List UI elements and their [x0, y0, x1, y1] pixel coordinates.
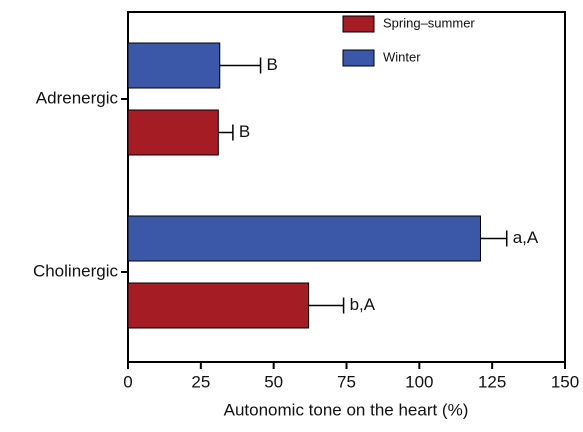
x-tick-label: 50	[264, 372, 283, 391]
annotation: b,A	[350, 295, 376, 314]
bar	[127, 282, 310, 329]
legend-label: Spring–summer	[383, 15, 475, 30]
legend-swatch	[342, 15, 375, 33]
error-bar	[480, 230, 508, 247]
x-tick-label: 25	[191, 372, 210, 391]
annotation: B	[267, 55, 278, 74]
legend-swatch	[342, 49, 375, 67]
y-tick-label: Adrenergic	[36, 88, 119, 107]
error-bar	[218, 124, 234, 141]
legend-label: Winter	[383, 49, 421, 64]
bar	[127, 42, 221, 89]
annotation: a,A	[513, 228, 539, 247]
x-tick-label: 125	[478, 372, 506, 391]
x-tick-label: 150	[551, 372, 579, 391]
bar	[127, 215, 482, 262]
error-bar	[219, 57, 262, 74]
x-tick-label: 75	[337, 372, 356, 391]
x-axis-label: Autonomic tone on the heart (%)	[224, 400, 469, 419]
bar	[127, 109, 219, 156]
x-tick-label: 100	[405, 372, 433, 391]
y-tick-label: Cholinergic	[33, 261, 119, 280]
x-tick-label: 0	[123, 372, 132, 391]
legend: Spring–summer Winter	[342, 15, 475, 67]
error-bar	[308, 297, 345, 314]
annotation: B	[239, 122, 250, 141]
